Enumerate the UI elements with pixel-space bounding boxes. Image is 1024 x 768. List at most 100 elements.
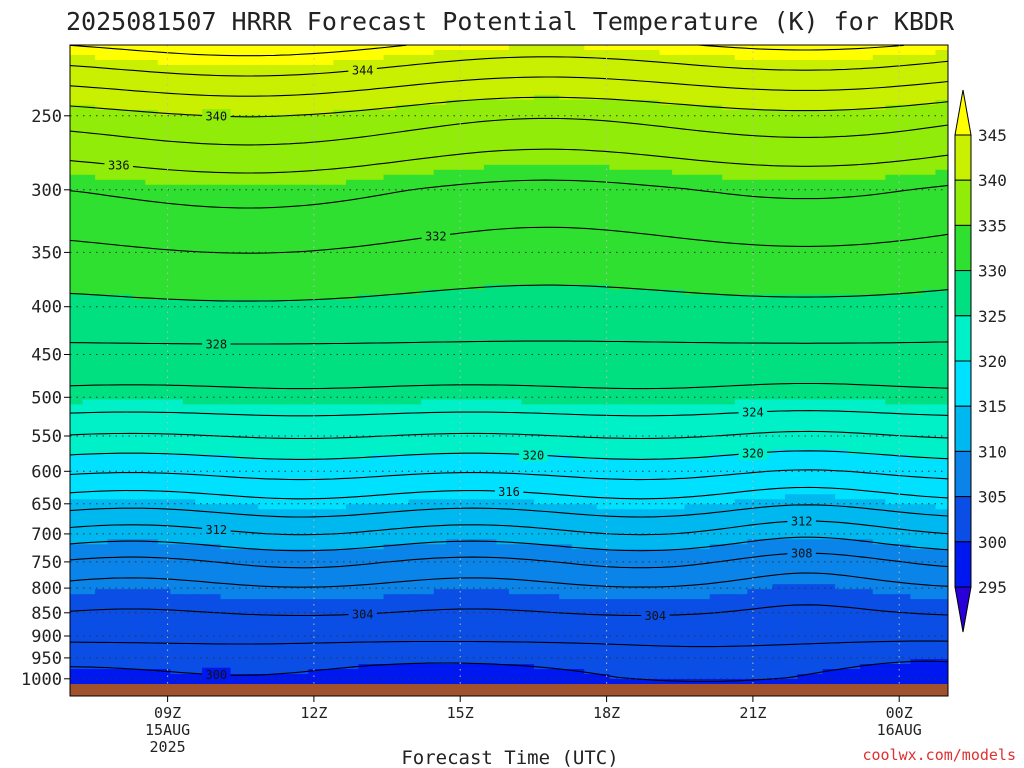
fill-cell	[157, 269, 171, 276]
fill-cell	[734, 169, 748, 176]
fill-cell	[759, 199, 773, 206]
fill-cell	[195, 99, 209, 106]
fill-cell	[847, 144, 861, 151]
fill-cell	[182, 89, 197, 96]
fill-cell	[396, 239, 410, 246]
fill-cell	[634, 184, 648, 191]
fill-cell	[220, 389, 234, 396]
fill-cell	[596, 214, 610, 221]
fill-cell	[421, 179, 435, 186]
fill-cell	[308, 274, 322, 281]
fill-cell	[822, 379, 836, 386]
fill-cell	[132, 234, 146, 241]
fill-cell	[258, 299, 272, 306]
fill-cell	[471, 279, 485, 286]
fill-cell	[258, 309, 272, 316]
fill-cell	[371, 324, 385, 331]
fill-cell	[132, 359, 146, 366]
fill-cell	[358, 149, 372, 156]
fill-cell	[345, 219, 360, 226]
fill-cell	[885, 319, 899, 326]
fill-cell	[684, 119, 698, 126]
fill-cell	[810, 254, 824, 261]
fill-cell	[897, 189, 911, 196]
fill-cell	[95, 169, 109, 176]
fill-cell	[872, 169, 886, 176]
fill-cell	[132, 239, 146, 246]
fill-cell	[358, 49, 372, 56]
fill-cell	[483, 129, 498, 136]
fill-cell	[546, 45, 560, 51]
fill-cell	[446, 359, 460, 366]
fill-cell	[446, 189, 460, 196]
fill-cell	[408, 119, 422, 126]
fill-cell	[922, 174, 937, 181]
fill-cell	[822, 94, 836, 101]
fill-cell	[521, 304, 535, 311]
fill-cell	[182, 299, 197, 306]
fill-cell	[107, 174, 121, 181]
fill-cell	[897, 179, 911, 186]
fill-cell	[308, 294, 322, 301]
fill-cell	[797, 59, 811, 66]
fill-cell	[697, 389, 711, 396]
fill-cell	[433, 249, 447, 256]
fill-cell	[308, 139, 322, 146]
fill-cell	[483, 194, 498, 201]
fill-cell	[446, 274, 460, 281]
fill-cell	[596, 379, 610, 386]
fill-cell	[483, 94, 498, 101]
fill-cell	[107, 184, 121, 191]
fill-cell	[521, 45, 535, 51]
fill-cell	[571, 149, 585, 156]
fill-cell	[935, 354, 948, 361]
fill-cell	[559, 59, 573, 66]
fill-cell	[295, 294, 309, 301]
fill-cell	[910, 394, 924, 401]
fill-cell	[596, 259, 610, 266]
fill-cell	[496, 324, 510, 331]
fill-cell	[207, 149, 222, 156]
fill-cell	[797, 284, 811, 291]
fill-cell	[320, 74, 334, 81]
fill-cell	[621, 174, 636, 181]
fill-cell	[847, 299, 861, 306]
fill-cell	[207, 164, 222, 171]
fill-cell	[747, 94, 761, 101]
fill-cell	[897, 144, 911, 151]
fill-cell	[759, 214, 773, 221]
fill-cell	[107, 69, 121, 76]
fill-cell	[170, 104, 184, 111]
fill-cell	[182, 379, 197, 386]
fill-cell	[496, 99, 510, 106]
fill-cell	[408, 109, 422, 116]
fill-cell	[885, 284, 899, 291]
fill-cell	[634, 274, 648, 281]
fill-cell	[207, 374, 222, 381]
fill-cell	[835, 239, 849, 246]
fill-cell	[408, 309, 422, 316]
fill-cell	[546, 214, 560, 221]
fill-cell	[433, 369, 447, 376]
fill-cell	[772, 269, 786, 276]
fill-cell	[283, 154, 297, 161]
fill-cell	[546, 134, 560, 141]
fill-cell	[421, 219, 435, 226]
fill-cell	[559, 264, 573, 271]
fill-cell	[182, 54, 197, 61]
fill-cell	[433, 114, 447, 121]
fill-cell	[797, 159, 811, 166]
fill-cell	[308, 159, 322, 166]
fill-cell	[170, 234, 184, 241]
fill-cell	[371, 294, 385, 301]
fill-cell	[320, 109, 334, 116]
fill-cell	[822, 234, 836, 241]
fill-cell	[258, 69, 272, 76]
fill-cell	[283, 229, 297, 236]
fill-cell	[797, 349, 811, 356]
fill-cell	[107, 45, 121, 51]
fill-cell	[245, 374, 259, 381]
fill-cell	[509, 334, 523, 341]
fill-cell	[82, 374, 96, 381]
fill-cell	[70, 144, 84, 151]
